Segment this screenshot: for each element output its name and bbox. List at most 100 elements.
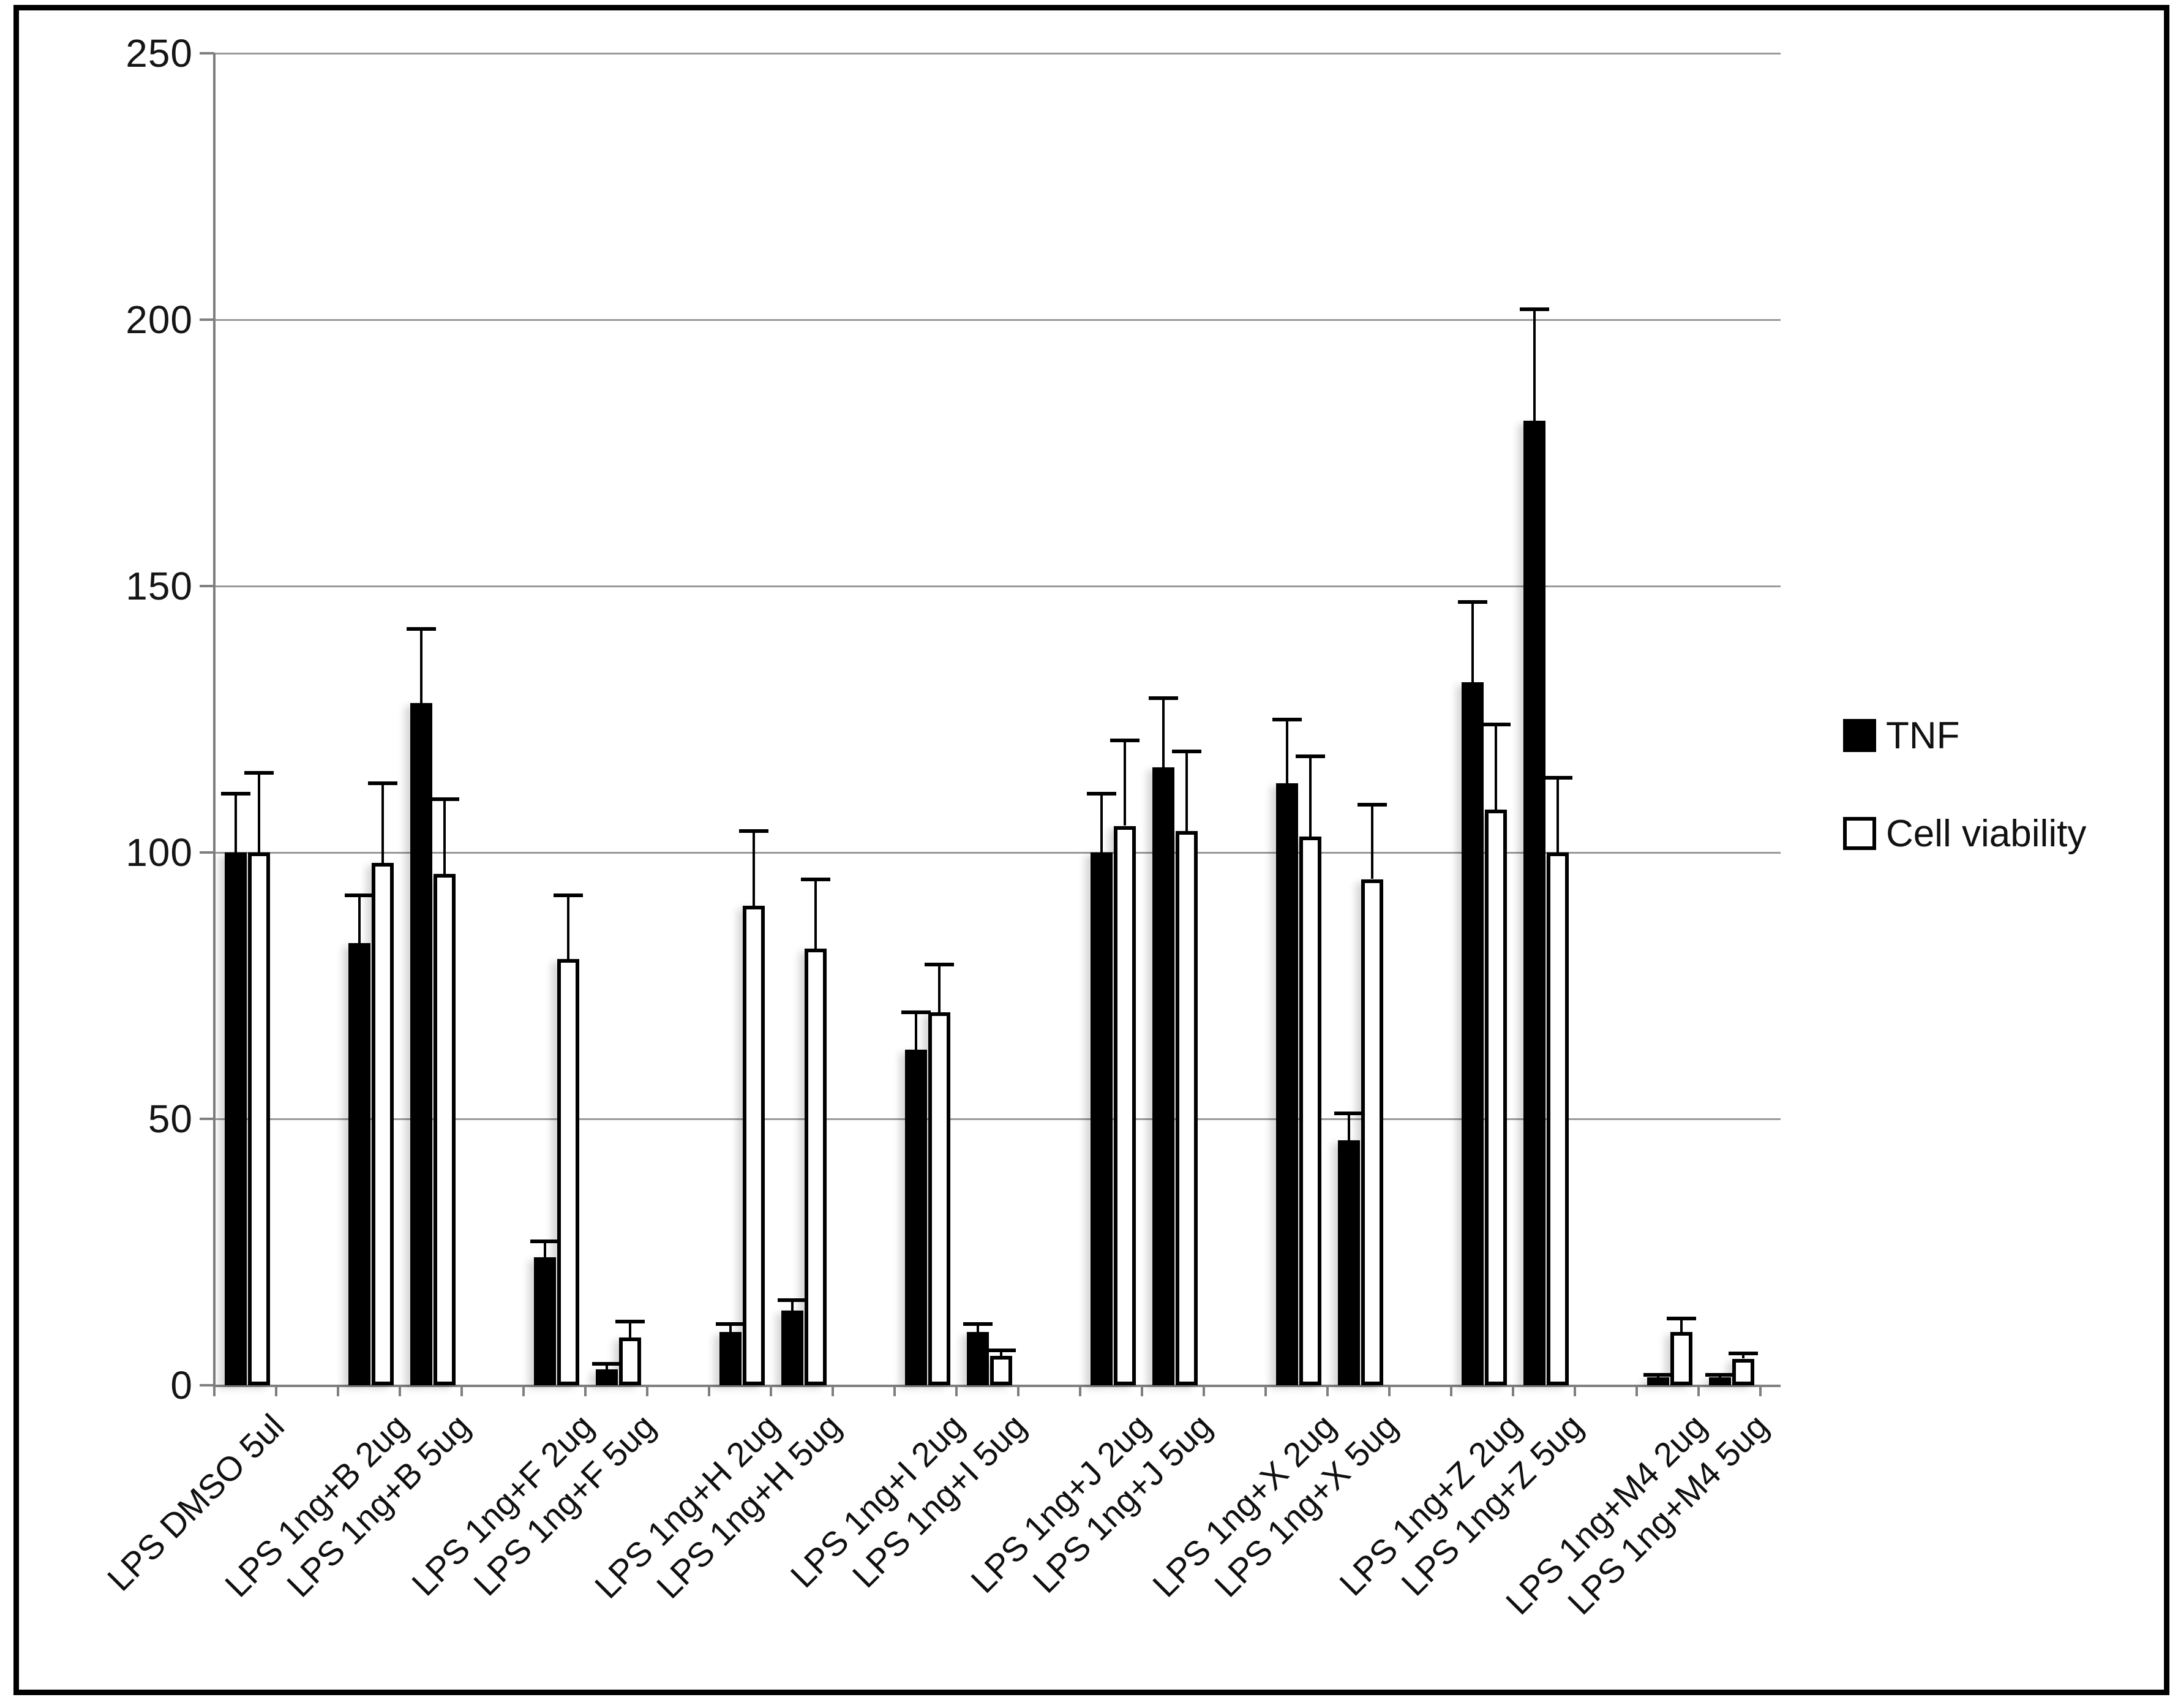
tnf-bar: [410, 703, 432, 1385]
y-axis-label: 150: [126, 564, 193, 608]
y-axis-tick: [200, 1384, 214, 1386]
gridline: [214, 319, 1781, 321]
cell-viability-bar: [742, 906, 765, 1385]
cell-viability-error-cap: [924, 962, 954, 966]
cell-viability-error-bar: [381, 783, 384, 863]
cell-viability-error-bar: [443, 799, 446, 874]
cell-viability-error-bar: [1370, 804, 1373, 879]
cell-viability-bar: [557, 959, 579, 1385]
tnf-error-bar: [729, 1323, 732, 1332]
gridline: [214, 1118, 1781, 1120]
gridline: [214, 852, 1781, 854]
tnf-error-cap: [777, 1298, 807, 1302]
tnf-bar: [966, 1332, 989, 1385]
cell-viability-bar: [1361, 879, 1383, 1385]
x-axis-tick: [770, 1385, 772, 1396]
tnf-error-bar: [358, 895, 361, 943]
cell-viability-bar: [989, 1356, 1012, 1385]
y-axis-tick: [200, 851, 214, 854]
gridline: [214, 53, 1781, 55]
cell-viability-error-cap: [986, 1349, 1016, 1353]
cell-viability-error-bar: [257, 772, 260, 852]
x-axis-tick: [213, 1385, 216, 1396]
x-axis-tick: [1017, 1385, 1020, 1396]
x-axis-tick: [1079, 1385, 1081, 1396]
cell-viability-error-cap: [1357, 802, 1387, 807]
cell-viability-error-bar: [937, 964, 941, 1012]
tnf-error-bar: [914, 1012, 917, 1050]
x-axis-tick: [1264, 1385, 1267, 1396]
tnf-error-cap: [1519, 307, 1549, 311]
y-axis-label: 250: [126, 31, 193, 75]
cell-viability-error-cap: [1542, 776, 1572, 780]
tnf-swatch-icon: [1843, 719, 1876, 752]
x-axis-line: [214, 1385, 1781, 1387]
y-axis-label: 100: [126, 830, 193, 875]
legend-item-cell-viability: Cell viability: [1843, 810, 2086, 857]
gridline: [214, 585, 1781, 587]
cell-viability-bar: [1299, 836, 1321, 1385]
tnf-error-cap: [1457, 600, 1487, 604]
tnf-error-cap: [901, 1010, 931, 1014]
x-axis-tick: [1388, 1385, 1391, 1396]
cell-viability-error-cap: [1481, 723, 1511, 727]
cell-viability-error-bar: [628, 1321, 631, 1337]
tnf-error-bar: [1285, 719, 1288, 783]
tnf-error-cap: [715, 1322, 745, 1326]
tnf-bar: [904, 1049, 927, 1385]
cell-viability-bar: [1732, 1358, 1754, 1385]
tnf-error-bar: [1471, 602, 1474, 682]
x-axis-tick: [1759, 1385, 1762, 1396]
cell-viability-bar: [433, 873, 456, 1385]
x-axis-tick: [460, 1385, 463, 1396]
cell-viability-error-cap: [367, 781, 397, 785]
tnf-error-cap: [406, 626, 436, 631]
tnf-error-cap: [1272, 717, 1302, 721]
tnf-error-bar: [790, 1300, 794, 1311]
x-axis-tick: [1141, 1385, 1143, 1396]
x-axis-tick: [275, 1385, 277, 1396]
tnf-error-bar: [419, 628, 422, 704]
cell-viability-bar: [371, 863, 394, 1385]
tnf-bar: [1090, 852, 1113, 1385]
tnf-bar: [533, 1257, 556, 1385]
x-axis-tick: [584, 1385, 587, 1396]
tnf-error-bar: [1162, 698, 1165, 767]
x-axis-tick: [955, 1385, 958, 1396]
tnf-bar: [781, 1311, 803, 1385]
cell-viability-bar: [247, 852, 270, 1385]
tnf-error-bar: [976, 1323, 979, 1332]
tnf-error-bar: [1347, 1113, 1350, 1140]
cell-viability-bar: [928, 1012, 950, 1385]
tnf-error-bar: [605, 1364, 608, 1369]
legend: TNF Cell viability: [1843, 712, 2086, 908]
tnf-bar: [1647, 1377, 1669, 1385]
tnf-error-cap: [1705, 1372, 1735, 1377]
cell-viability-bar: [804, 948, 827, 1385]
cell-viability-error-cap: [1728, 1351, 1758, 1355]
x-axis-tick: [1203, 1385, 1205, 1396]
cell-viability-error-bar: [1309, 756, 1312, 837]
tnf-error-cap: [1643, 1372, 1673, 1377]
x-axis-tick: [1574, 1385, 1576, 1396]
x-axis-tick: [1512, 1385, 1514, 1396]
tnf-bar: [1523, 421, 1545, 1385]
tnf-bar: [224, 852, 247, 1385]
tnf-error-cap: [1148, 696, 1178, 700]
cell-viability-error-bar: [1680, 1319, 1683, 1332]
x-axis-tick: [399, 1385, 401, 1396]
y-axis-label: 50: [148, 1097, 193, 1141]
x-axis-tick: [1635, 1385, 1638, 1396]
cell-viability-error-bar: [1123, 740, 1126, 826]
y-axis-tick: [200, 52, 214, 55]
y-axis-label: 0: [170, 1363, 193, 1407]
cell-viability-bar: [618, 1337, 641, 1385]
y-axis-tick: [200, 318, 214, 321]
tnf-error-cap: [530, 1240, 560, 1244]
tnf-error-bar: [1533, 309, 1536, 421]
cell-viability-error-cap: [800, 877, 830, 881]
cell-viability-error-bar: [814, 879, 817, 949]
x-axis-tick: [832, 1385, 834, 1396]
tnf-error-cap: [1086, 792, 1116, 796]
